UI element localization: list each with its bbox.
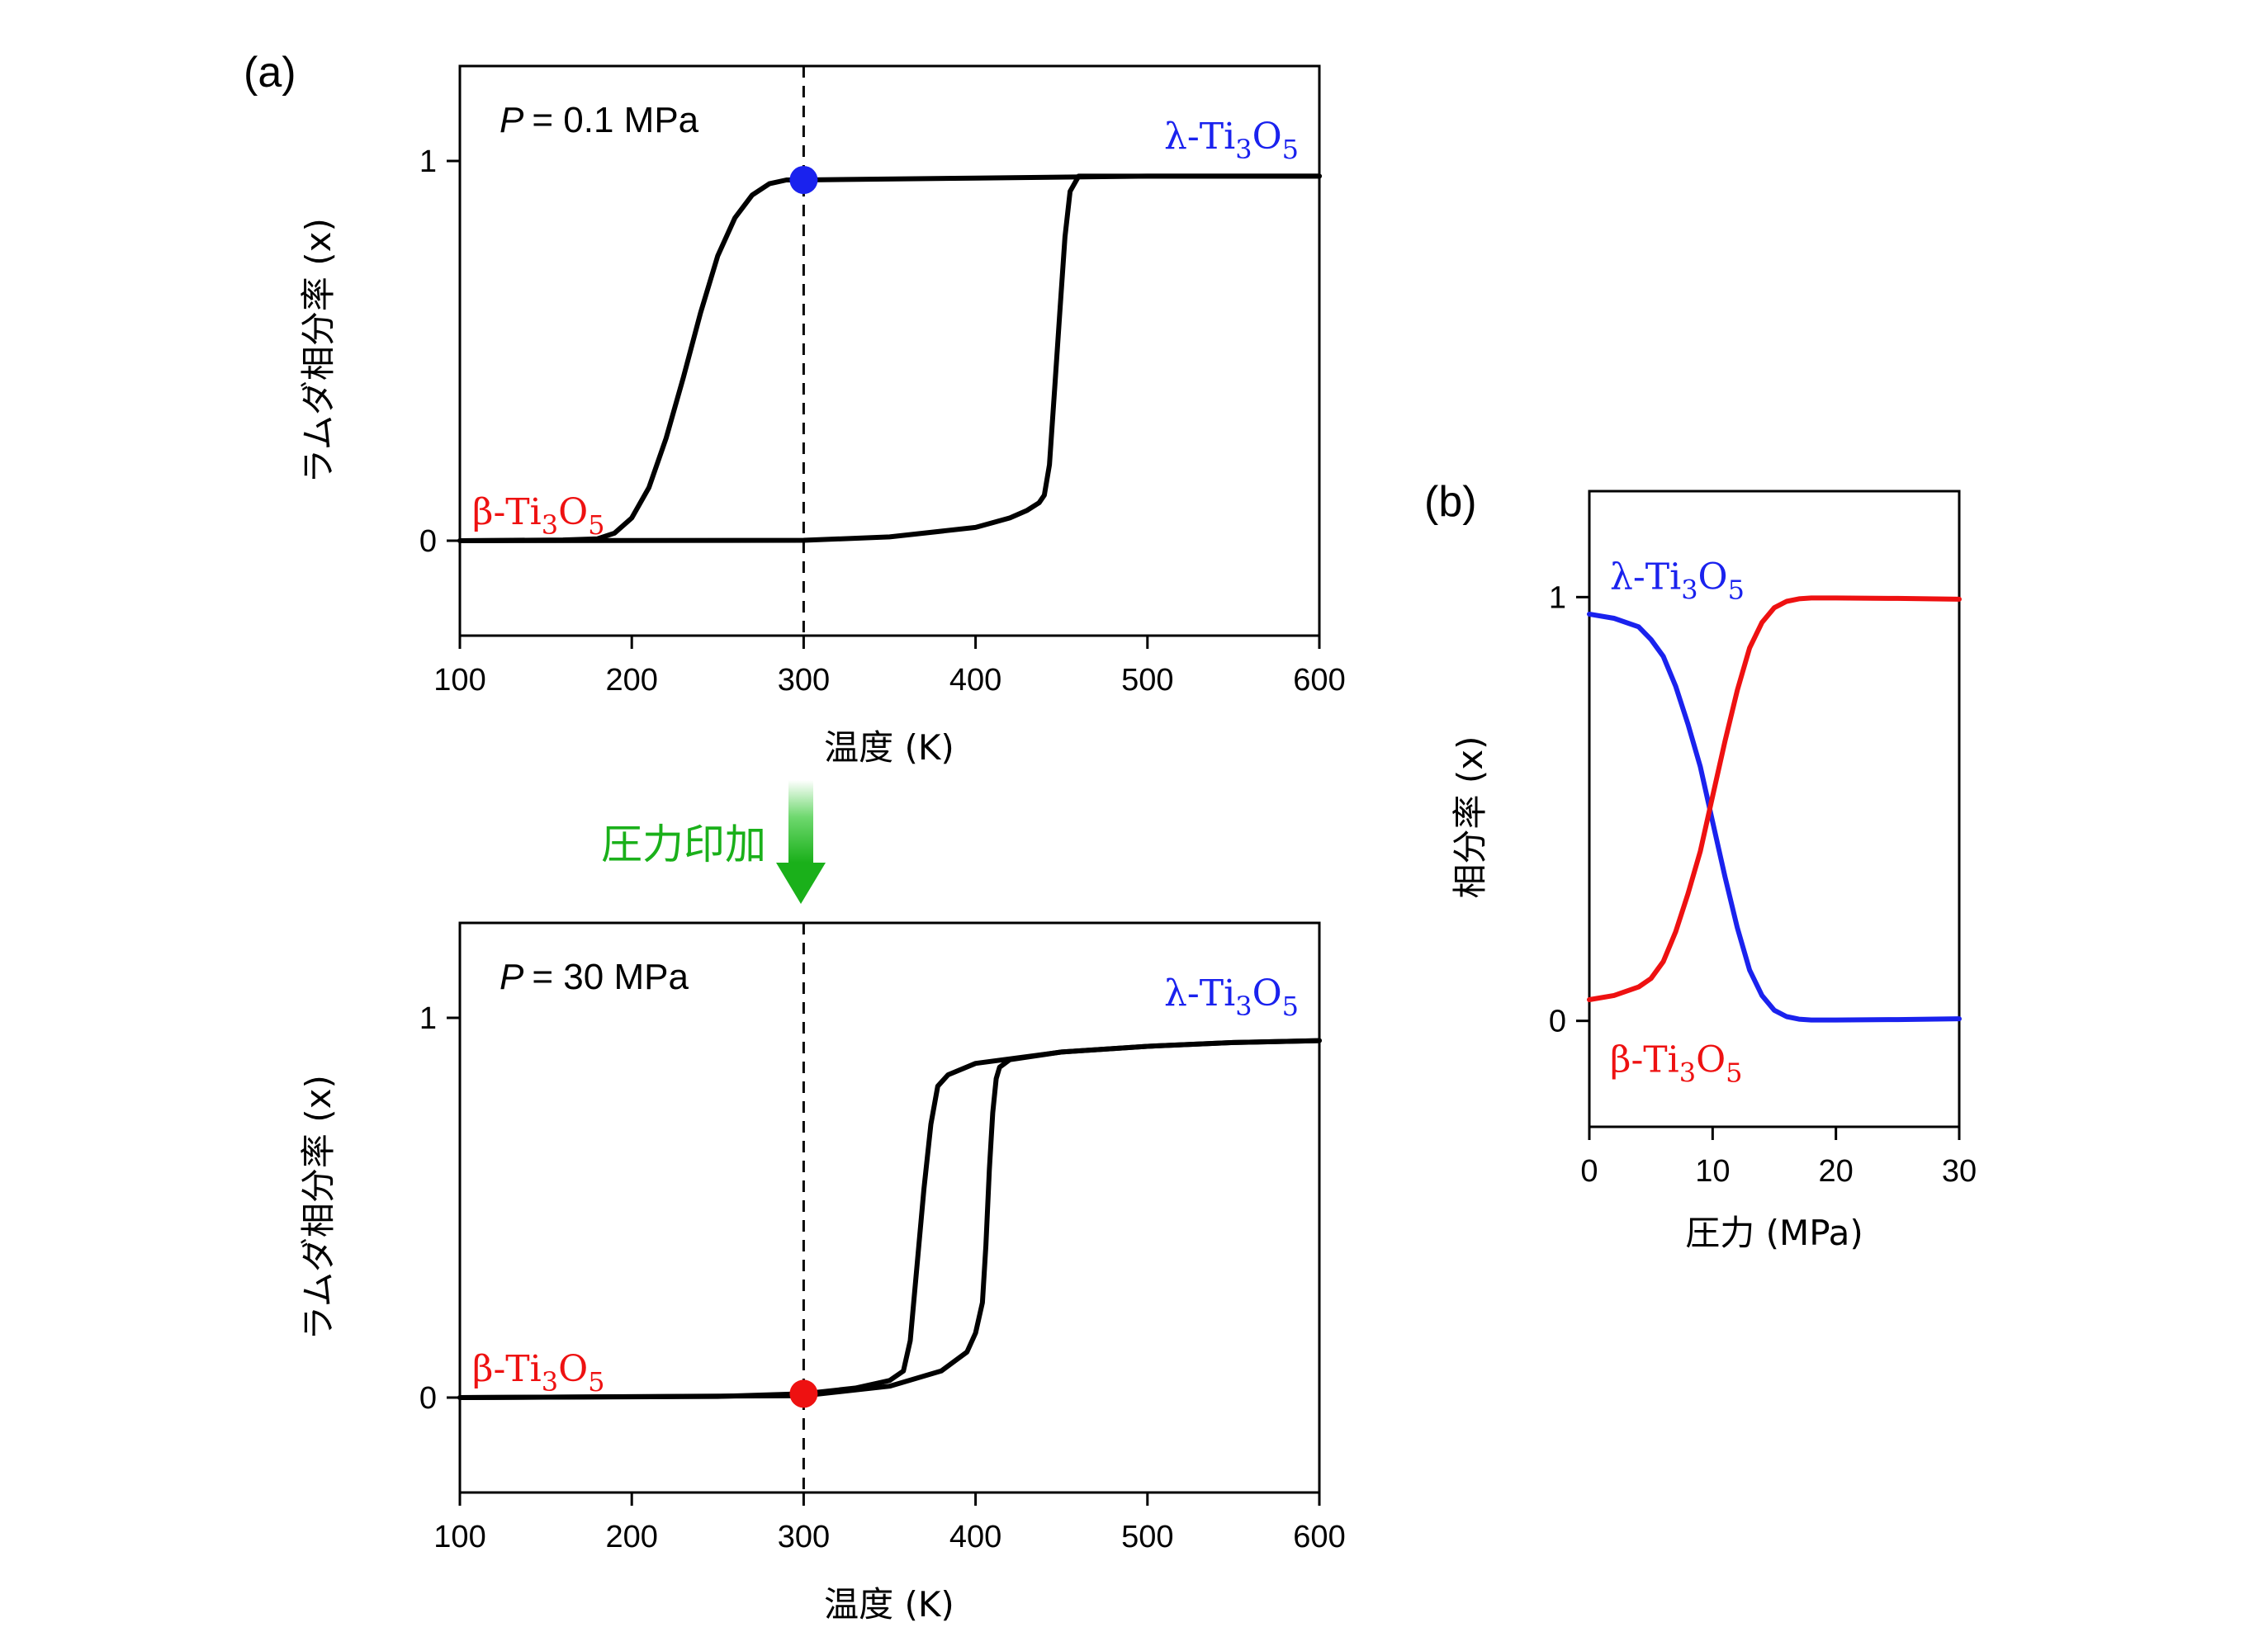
beta-phase-label-part: 3 xyxy=(542,509,558,541)
beta-phase-label-part: 3 xyxy=(542,1366,558,1398)
series-line-0 xyxy=(457,173,1322,543)
beta-phase-label-part: β-Ti xyxy=(472,1348,542,1390)
x-tick-label: 0 xyxy=(1580,1154,1598,1189)
pressure-symbol: P xyxy=(500,957,524,997)
x-tick-label: 400 xyxy=(949,1520,1001,1554)
plot-frame xyxy=(458,921,1321,1494)
x-tick-label: 600 xyxy=(1293,1520,1345,1554)
pressure-symbol: P xyxy=(500,100,524,140)
x-tick-label: 300 xyxy=(778,1520,830,1554)
y-tick-label: 1 xyxy=(419,1001,437,1036)
beta-phase-label-part: β-Ti xyxy=(472,491,542,533)
series-line-0 xyxy=(457,1038,1322,1400)
y-tick-label: 0 xyxy=(419,1381,437,1416)
beta-phase-label-part: O xyxy=(558,1348,588,1390)
lambda-phase-label-part: λ-Ti xyxy=(1610,556,1681,598)
state-marker-dot xyxy=(789,1379,818,1408)
lambda-phase-label-part: O xyxy=(1698,556,1728,598)
beta-phase-label: β-Ti3O5 xyxy=(1610,1039,1743,1089)
beta-phase-label-part: 5 xyxy=(588,1366,604,1398)
plot-frame xyxy=(1588,490,1961,1128)
x-axis-title: 温度 (K) xyxy=(824,1584,954,1625)
beta-phase-label: β-Ti3O5 xyxy=(472,491,605,541)
lambda-phase-label: λ-Ti3O5 xyxy=(1164,972,1299,1022)
lambda-phase-label: λ-Ti3O5 xyxy=(1164,116,1299,165)
x-tick-label: 500 xyxy=(1121,1520,1173,1554)
lambda-phase-label-part: λ-Ti xyxy=(1164,972,1235,1015)
lambda-phase-label: λ-Ti3O5 xyxy=(1610,556,1745,605)
lambda-phase-label-part: 3 xyxy=(1235,134,1252,165)
y-axis-title: 相分率 (x) xyxy=(1450,736,1490,899)
x-tick-label: 300 xyxy=(778,663,830,698)
lambda-phase-label-part: 5 xyxy=(1282,991,1299,1022)
series-line-1 xyxy=(1587,595,1962,1002)
x-tick-label: 600 xyxy=(1293,663,1345,698)
pressure-arrow-shaft xyxy=(788,780,813,863)
pressure-annotation: P = 30 MPa xyxy=(500,957,689,997)
y-tick-label: 0 xyxy=(419,524,437,559)
beta-phase-label-part: O xyxy=(1696,1039,1726,1081)
state-marker-dot xyxy=(789,166,818,194)
series-line-1 xyxy=(457,1038,1322,1400)
pressure-annotation: P = 0.1 MPa xyxy=(500,100,699,140)
y-axis-title: ラムダ相分率 (x) xyxy=(298,1075,339,1341)
pressure-arrow-label: 圧力印加 xyxy=(601,821,766,868)
lambda-phase-label-part: 5 xyxy=(1282,134,1299,165)
x-tick-label: 200 xyxy=(605,1520,657,1554)
x-tick-label: 100 xyxy=(433,1520,485,1554)
lambda-phase-label-part: 3 xyxy=(1235,991,1252,1022)
beta-phase-label: β-Ti3O5 xyxy=(472,1348,605,1398)
panel-b-label: (b) xyxy=(1424,478,1477,526)
beta-phase-label-part: 3 xyxy=(1679,1057,1696,1089)
lambda-phase-label-part: λ-Ti xyxy=(1164,116,1235,158)
series-line-1 xyxy=(457,173,1322,543)
panel-a-label: (a) xyxy=(244,49,296,97)
lambda-phase-label-part: 5 xyxy=(1728,574,1745,605)
lambda-phase-label-part: O xyxy=(1252,116,1282,158)
chart-a-top: 100 200 300 400 500 600 0 1 温度 (K) ラムダ相分率 (x) P = 0… xyxy=(298,64,1346,768)
x-tick-label: 30 xyxy=(1942,1154,1977,1189)
x-tick-label: 500 xyxy=(1121,663,1173,698)
beta-phase-label-part: 5 xyxy=(1726,1057,1742,1089)
x-tick-label: 100 xyxy=(433,663,485,698)
y-tick-label: 0 xyxy=(1549,1005,1566,1039)
x-tick-label: 20 xyxy=(1819,1154,1854,1189)
y-axis-title: ラムダ相分率 (x) xyxy=(298,218,339,484)
beta-phase-label-part: O xyxy=(558,491,588,533)
x-tick-label: 400 xyxy=(949,663,1001,698)
plot-frame xyxy=(458,64,1321,637)
x-tick-label: 200 xyxy=(605,663,657,698)
pressure-arrow xyxy=(776,780,826,904)
lambda-phase-label-part: O xyxy=(1252,972,1282,1015)
x-tick-label: 10 xyxy=(1695,1154,1730,1189)
x-axis-title: 圧力 (MPa) xyxy=(1685,1213,1863,1253)
pressure-value: = 0.1 MPa xyxy=(532,100,698,140)
pressure-value: = 30 MPa xyxy=(532,957,689,997)
y-tick-label: 1 xyxy=(419,144,437,179)
beta-phase-label-part: 5 xyxy=(588,509,604,541)
x-axis-title: 温度 (K) xyxy=(824,727,954,768)
lambda-phase-label-part: 3 xyxy=(1681,574,1697,605)
pressure-arrow-head xyxy=(776,863,826,904)
beta-phase-label-part: β-Ti xyxy=(1610,1039,1679,1081)
y-tick-label: 1 xyxy=(1549,580,1566,615)
series-line-0 xyxy=(1587,611,1962,1023)
chart-a-bottom: 100 200 300 400 500 600 0 1 温度 (K) ラムダ相分率 (x) P = 3… xyxy=(298,921,1346,1625)
